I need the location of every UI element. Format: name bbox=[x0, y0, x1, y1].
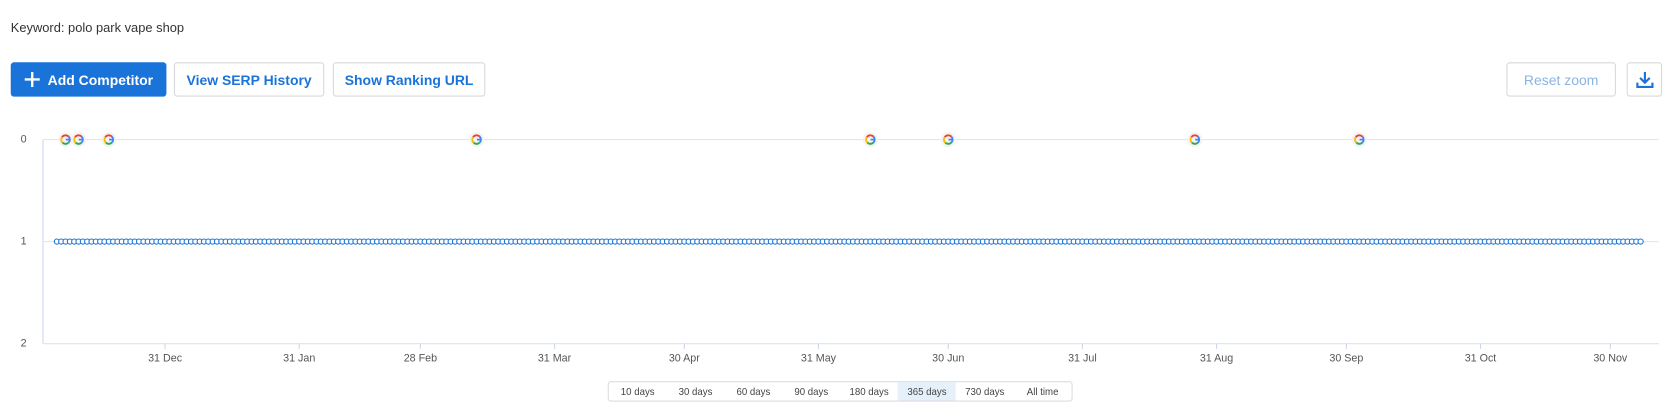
x-tick-label: 31 Oct bbox=[1465, 352, 1497, 364]
range-selector: 10 days 30 days 60 days 90 days 180 days 365 … bbox=[607, 381, 1073, 402]
icon-bg bbox=[101, 132, 117, 148]
download-icon bbox=[1635, 71, 1653, 89]
icon-arc bbox=[73, 136, 77, 144]
button-text: Add Competitor bbox=[47, 71, 154, 88]
icon-arc bbox=[472, 134, 481, 138]
google-update-icon bbox=[862, 132, 878, 148]
x-tick-label: 28 Feb bbox=[404, 352, 437, 364]
icon-arc bbox=[950, 135, 954, 144]
icon-arc bbox=[944, 141, 952, 145]
serp-history-button[interactable]: View SERP History bbox=[173, 62, 325, 97]
x-tick-label: 31 May bbox=[801, 352, 837, 364]
icon-arc bbox=[472, 141, 481, 145]
icon-arc bbox=[1355, 134, 1364, 138]
range-option[interactable]: 30 days bbox=[678, 385, 713, 397]
range-option[interactable]: 60 days bbox=[736, 385, 771, 397]
icon-arc bbox=[1189, 136, 1193, 144]
google-update-icon bbox=[1187, 132, 1203, 148]
reset-zoom-button[interactable]: Reset zoom bbox=[1506, 62, 1616, 97]
icon-arc bbox=[1191, 141, 1199, 145]
icon-arc bbox=[67, 135, 71, 144]
rank-point bbox=[1637, 238, 1644, 245]
icon-arc bbox=[74, 141, 83, 145]
icon-arc bbox=[1190, 134, 1199, 138]
icon-arc bbox=[866, 141, 875, 145]
icon-arc bbox=[103, 136, 107, 144]
range-option[interactable]: 365 days bbox=[898, 382, 956, 401]
icon-bg bbox=[1187, 132, 1203, 148]
icon-arc bbox=[1354, 136, 1358, 144]
icon-arc bbox=[61, 141, 70, 145]
download-button[interactable] bbox=[1626, 62, 1663, 97]
icon-arc bbox=[1197, 135, 1201, 144]
x-tick-label: 31 Jul bbox=[1068, 352, 1097, 364]
x-tick-label: 30 Nov bbox=[1593, 352, 1628, 364]
ranking-url-button[interactable]: Show Ranking URL bbox=[332, 62, 486, 97]
x-tick-label: 30 Sep bbox=[1329, 352, 1363, 364]
range-option[interactable]: 730 days bbox=[965, 385, 1005, 397]
google-update-icon bbox=[1351, 132, 1367, 148]
icon-arc bbox=[80, 135, 84, 144]
x-tick-label: 30 Apr bbox=[669, 352, 700, 364]
icon-bg bbox=[940, 132, 956, 148]
icon-arc bbox=[60, 136, 64, 144]
icon-arc bbox=[105, 141, 113, 145]
icon-arc bbox=[74, 134, 83, 138]
icon-arc bbox=[1361, 135, 1365, 144]
icon-bg bbox=[58, 132, 74, 148]
add-competitor-button[interactable]: Add Competitor bbox=[10, 62, 167, 97]
y-tick-label: 0 bbox=[21, 133, 27, 145]
icon-bg bbox=[469, 132, 485, 148]
icon-bg bbox=[71, 132, 87, 148]
x-tick-label: 30 Jun bbox=[932, 352, 964, 364]
icon-arc bbox=[104, 134, 113, 138]
icon-arc bbox=[943, 136, 947, 144]
icon-arc bbox=[111, 135, 115, 144]
icon-arc bbox=[866, 134, 875, 138]
icon-arc bbox=[471, 136, 475, 144]
google-update-icon bbox=[71, 132, 87, 148]
range-option[interactable]: 180 days bbox=[849, 385, 889, 397]
x-tick-label: 31 Aug bbox=[1200, 352, 1233, 364]
range-option[interactable]: 10 days bbox=[620, 385, 655, 397]
icon-arc bbox=[478, 135, 482, 144]
icon-bg bbox=[1351, 132, 1367, 148]
icon-arc bbox=[1355, 141, 1364, 145]
x-tick-label: 31 Jan bbox=[283, 352, 315, 364]
x-tick-label: 31 Dec bbox=[148, 352, 183, 364]
google-update-icon bbox=[58, 132, 74, 148]
icon-arc bbox=[943, 134, 952, 138]
google-update-icon bbox=[101, 132, 117, 148]
google-update-icon bbox=[469, 132, 485, 148]
icon-arc bbox=[872, 135, 876, 144]
icon-arc bbox=[61, 134, 70, 138]
y-tick-label: 1 bbox=[21, 235, 27, 247]
google-update-icon bbox=[940, 132, 956, 148]
range-option[interactable]: 90 days bbox=[794, 385, 829, 397]
keyword-label: Keyword: polo park vape shop bbox=[10, 20, 185, 36]
x-tick-label: 31 Mar bbox=[538, 352, 572, 364]
icon-arc bbox=[865, 136, 869, 144]
icon-bg bbox=[862, 132, 878, 148]
range-option[interactable]: All time bbox=[1026, 385, 1059, 397]
plus-icon bbox=[25, 71, 41, 87]
y-tick-label: 2 bbox=[21, 337, 27, 349]
